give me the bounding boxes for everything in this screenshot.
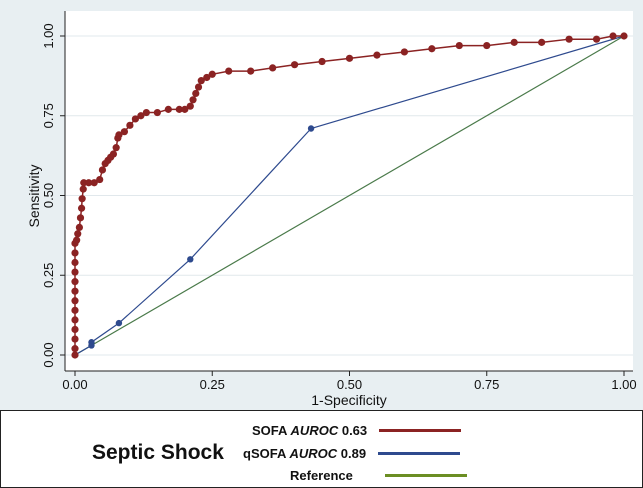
sofa-point bbox=[71, 297, 79, 305]
legend-swatch-reference bbox=[384, 474, 467, 477]
x-axis-label: 1-Specificity bbox=[311, 392, 386, 408]
legend-entry-qsofa: qSOFA AUROC 0.89 bbox=[243, 446, 461, 461]
x-tick-label: 0.50 bbox=[337, 377, 362, 392]
y-tick-label: 0.75 bbox=[41, 103, 56, 128]
sofa-point bbox=[71, 345, 79, 353]
y-axis-label: Sensitivity bbox=[26, 164, 42, 227]
qsofa-point bbox=[307, 125, 315, 132]
sofa-point bbox=[112, 144, 120, 152]
legend-swatch-sofa bbox=[379, 429, 462, 432]
legend-entry-metric: AUROC bbox=[289, 446, 338, 461]
sofa-point bbox=[175, 105, 183, 113]
sofa-point bbox=[538, 38, 546, 46]
sofa-point bbox=[71, 278, 79, 286]
x-tick-label: 0.75 bbox=[474, 377, 499, 392]
plot-area bbox=[65, 11, 633, 371]
sofa-point bbox=[269, 64, 277, 72]
sofa-point bbox=[208, 70, 216, 78]
sofa-point bbox=[80, 179, 88, 187]
sofa-point bbox=[373, 51, 381, 59]
sofa-point bbox=[181, 105, 189, 113]
sofa-point bbox=[73, 236, 81, 244]
sofa-point bbox=[291, 61, 299, 69]
sofa-point bbox=[247, 67, 255, 75]
sofa-point bbox=[400, 48, 408, 56]
legend-entry-label: Reference bbox=[290, 468, 353, 483]
sofa-point bbox=[109, 150, 118, 158]
sofa-point bbox=[131, 115, 139, 123]
sofa-point bbox=[71, 268, 79, 276]
sofa-point bbox=[142, 108, 150, 117]
sofa-point bbox=[71, 325, 79, 334]
sofa-point bbox=[71, 316, 79, 324]
legend-swatch-qsofa bbox=[378, 452, 461, 455]
qsofa-point bbox=[187, 256, 194, 263]
sofa-point bbox=[126, 121, 134, 129]
legend-entry-name: SOFA bbox=[252, 423, 287, 438]
legend-entry-label: SOFA AUROC 0.63 bbox=[252, 423, 367, 438]
sofa-point bbox=[76, 214, 85, 222]
legend-entry-reference: Reference bbox=[290, 468, 467, 483]
sofa-point bbox=[186, 102, 194, 110]
sofa-point bbox=[318, 57, 326, 66]
legend-entry-value: 0.89 bbox=[340, 446, 367, 461]
qsofa-point bbox=[88, 339, 95, 346]
legend-entry-name: Reference bbox=[290, 468, 353, 483]
sofa-point bbox=[120, 128, 129, 136]
sofa-point bbox=[164, 105, 172, 113]
sofa-point bbox=[85, 179, 93, 187]
sofa-point bbox=[90, 179, 98, 187]
legend-entry-name: qSOFA bbox=[243, 446, 286, 461]
roc-chart: 0.00 0.25 0.50 0.75 1.00 0.00 0.25 0.50 0.75 1.00… bbox=[0, 0, 643, 410]
legend bbox=[0, 410, 643, 488]
sofa-point bbox=[225, 67, 233, 75]
sofa-point bbox=[71, 335, 79, 343]
sofa-point bbox=[592, 35, 601, 43]
sofa-point bbox=[137, 112, 145, 120]
sofa-point bbox=[194, 83, 203, 91]
sofa-point bbox=[620, 32, 628, 40]
sofa-point bbox=[71, 258, 79, 267]
sofa-point bbox=[428, 45, 436, 53]
x-tick-label: 0.00 bbox=[62, 377, 87, 392]
sofa-point bbox=[71, 249, 79, 257]
sofa-point bbox=[609, 32, 617, 40]
legend-entry-metric: AUROC bbox=[290, 423, 339, 438]
sofa-point bbox=[78, 195, 86, 203]
sofa-point bbox=[483, 41, 491, 50]
sofa-point bbox=[153, 108, 161, 117]
sofa-point bbox=[192, 89, 200, 98]
sofa-point bbox=[77, 204, 86, 212]
sofa-point bbox=[345, 54, 354, 62]
sofa-point bbox=[71, 351, 79, 359]
legend-entry-label: qSOFA AUROC 0.89 bbox=[243, 446, 366, 461]
sofa-point bbox=[203, 73, 211, 82]
x-tick-label: 1.00 bbox=[611, 377, 636, 392]
sofa-point bbox=[79, 185, 87, 193]
sofa-point bbox=[74, 230, 82, 238]
sofa-point bbox=[75, 223, 83, 231]
sofa-point bbox=[98, 166, 107, 174]
sofa-point bbox=[510, 38, 518, 46]
axes: 0.00 0.25 0.50 0.75 1.00 0.00 0.25 0.50 0.75 1.00 bbox=[41, 11, 637, 392]
sofa-point bbox=[71, 287, 79, 295]
legend-entry-value: 0.63 bbox=[341, 423, 368, 438]
legend-title: Septic Shock bbox=[92, 441, 224, 464]
y-tick-label: 0.25 bbox=[41, 263, 56, 288]
y-tick-label: 0.00 bbox=[41, 342, 56, 367]
series bbox=[71, 32, 628, 359]
qsofa-point bbox=[115, 319, 123, 327]
legend-entry-sofa: SOFA AUROC 0.63 bbox=[252, 423, 462, 438]
sofa-point bbox=[96, 175, 104, 184]
sofa-point bbox=[71, 306, 79, 314]
sofa-point bbox=[565, 35, 573, 43]
sofa-point bbox=[189, 96, 197, 104]
sofa-point bbox=[115, 131, 123, 139]
sofa-point bbox=[197, 77, 205, 85]
y-tick-label: 0.50 bbox=[41, 183, 56, 208]
series-line-reference bbox=[74, 35, 625, 356]
x-tick-label: 0.25 bbox=[200, 377, 225, 392]
y-tick-label: 1.00 bbox=[41, 23, 56, 48]
sofa-point bbox=[455, 41, 463, 50]
